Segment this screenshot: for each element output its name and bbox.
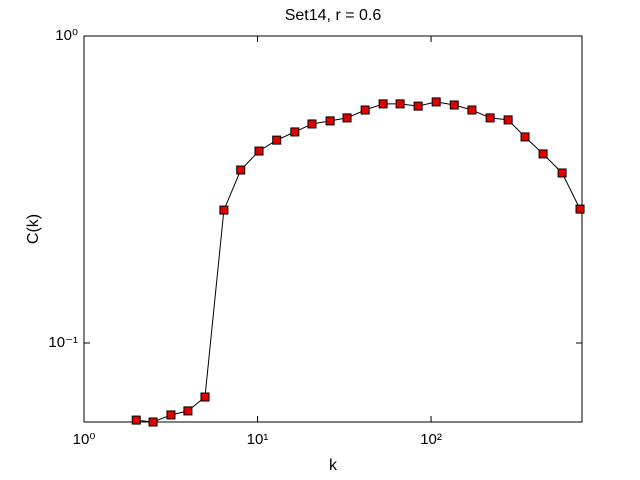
marker (360, 105, 370, 115)
marker (290, 127, 300, 137)
marker (503, 115, 513, 125)
marker (131, 415, 141, 425)
marker (219, 205, 229, 215)
marker (236, 165, 246, 175)
marker (485, 113, 495, 123)
marker (449, 100, 459, 110)
marker (183, 406, 193, 416)
x-tick-label: 10¹ (247, 431, 269, 448)
marker (467, 105, 477, 115)
x-axis-label: k (329, 457, 338, 474)
marker (200, 392, 210, 402)
marker (325, 116, 335, 126)
marker (307, 119, 317, 129)
marker (395, 99, 405, 109)
marker (520, 132, 530, 142)
marker (538, 149, 548, 159)
marker (166, 410, 176, 420)
marker (148, 417, 158, 427)
marker (413, 101, 423, 111)
marker (378, 99, 388, 109)
x-tick-label: 10⁰ (73, 431, 96, 448)
x-tick-label: 10² (420, 431, 442, 448)
marker (557, 168, 567, 178)
plot-area (83, 35, 583, 423)
y-tick-label: 10⁰ (55, 27, 78, 44)
y-axis-label: C(k) (25, 214, 42, 244)
marker (342, 113, 352, 123)
marker (254, 146, 264, 156)
y-tick-label: 10⁻¹ (48, 334, 78, 351)
marker (575, 204, 585, 214)
marker (272, 135, 282, 145)
marker (431, 97, 441, 107)
chart-title: Set14, r = 0.6 (285, 7, 382, 24)
